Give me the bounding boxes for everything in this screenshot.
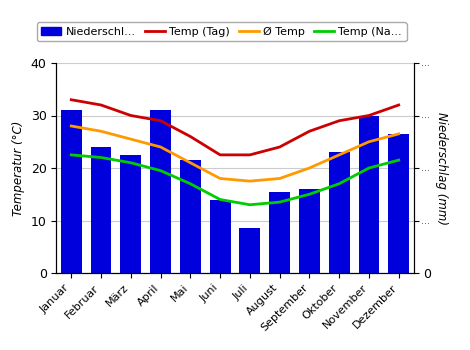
Bar (388, 134, 409, 273)
Bar (240, 229, 260, 273)
Bar (210, 199, 231, 273)
Legend: Niederschl..., Temp (Tag), Ø Temp, Temp (Na...: Niederschl..., Temp (Tag), Ø Temp, Temp … (37, 22, 407, 41)
Bar (359, 116, 379, 273)
Bar (91, 147, 111, 273)
Bar (120, 155, 141, 273)
Text: ...: ... (421, 216, 430, 225)
Bar (299, 189, 320, 273)
Text: ...: ... (421, 58, 430, 68)
Bar (269, 192, 290, 273)
Text: ...: ... (421, 163, 430, 173)
Bar (329, 152, 350, 273)
Text: ...: ... (421, 111, 430, 120)
Bar (150, 110, 171, 273)
Y-axis label: Temperatur (°C): Temperatur (°C) (12, 120, 25, 216)
Y-axis label: Niederschlag (mm): Niederschlag (mm) (435, 112, 448, 224)
Bar (180, 160, 201, 273)
Bar (61, 110, 82, 273)
